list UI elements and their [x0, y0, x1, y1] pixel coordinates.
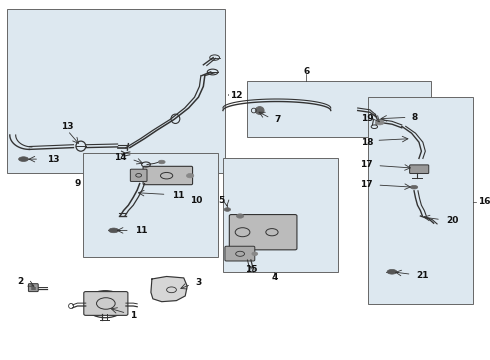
Text: 13: 13 [61, 122, 74, 131]
Text: 20: 20 [446, 216, 458, 225]
Text: 19: 19 [361, 113, 373, 122]
Text: 3: 3 [195, 279, 201, 287]
Text: 6: 6 [303, 68, 309, 77]
Bar [247, 81, 431, 137]
Text: 10: 10 [190, 196, 202, 205]
Text: 17: 17 [360, 180, 372, 189]
Ellipse shape [252, 252, 258, 256]
Bar [223, 158, 338, 272]
FancyBboxPatch shape [130, 169, 147, 181]
Ellipse shape [375, 120, 384, 125]
Text: 17: 17 [360, 161, 372, 169]
Text: 5: 5 [218, 196, 224, 204]
Text: 16: 16 [478, 197, 490, 206]
Text: 4: 4 [271, 274, 278, 282]
FancyBboxPatch shape [229, 215, 297, 250]
Text: 12: 12 [230, 91, 243, 100]
Ellipse shape [224, 208, 231, 211]
Text: 8: 8 [412, 113, 418, 122]
Bar [368, 97, 473, 304]
Text: 11: 11 [135, 226, 147, 235]
Bar [7, 9, 225, 173]
FancyBboxPatch shape [28, 284, 38, 292]
Ellipse shape [387, 269, 397, 274]
Ellipse shape [19, 157, 28, 161]
Text: 9: 9 [74, 179, 81, 188]
Ellipse shape [109, 228, 119, 233]
Text: 21: 21 [416, 271, 429, 280]
FancyBboxPatch shape [225, 246, 255, 261]
FancyBboxPatch shape [84, 292, 128, 315]
Ellipse shape [236, 214, 244, 218]
Bar [83, 153, 218, 257]
Ellipse shape [186, 174, 194, 178]
FancyBboxPatch shape [410, 165, 429, 174]
Ellipse shape [255, 107, 264, 114]
Ellipse shape [410, 185, 417, 189]
Text: 2: 2 [17, 277, 24, 286]
Ellipse shape [158, 160, 165, 164]
Text: 11: 11 [172, 191, 185, 199]
FancyBboxPatch shape [143, 166, 193, 185]
Polygon shape [151, 276, 187, 302]
Text: 14: 14 [114, 153, 126, 162]
Text: 15: 15 [245, 265, 257, 274]
Text: 1: 1 [130, 310, 136, 320]
Text: 18: 18 [361, 138, 373, 147]
Text: 7: 7 [274, 115, 281, 124]
Text: 13: 13 [47, 154, 59, 163]
